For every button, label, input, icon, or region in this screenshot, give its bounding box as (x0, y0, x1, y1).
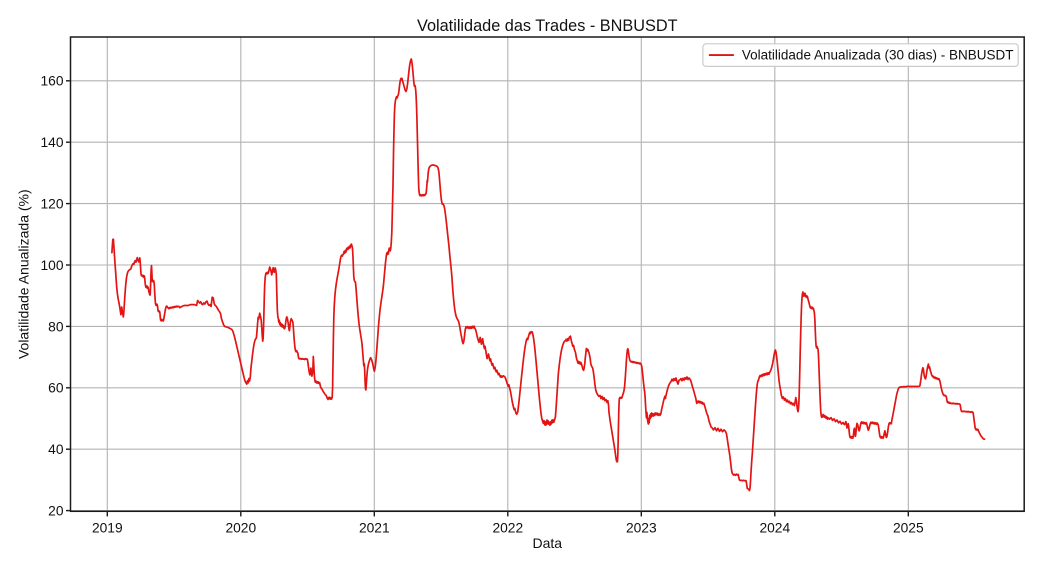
svg-text:2019: 2019 (92, 521, 123, 536)
svg-text:Data: Data (533, 535, 563, 551)
svg-text:120: 120 (40, 197, 63, 212)
svg-text:40: 40 (48, 442, 64, 457)
svg-text:80: 80 (48, 319, 64, 334)
svg-text:100: 100 (40, 258, 63, 273)
svg-text:2025: 2025 (893, 521, 924, 536)
svg-text:Volatilidade Anualizada (%): Volatilidade Anualizada (%) (16, 189, 32, 359)
svg-text:Volatilidade das Trades - BNBU: Volatilidade das Trades - BNBUSDT (417, 17, 678, 35)
svg-text:2020: 2020 (225, 521, 256, 536)
svg-text:160: 160 (40, 74, 63, 89)
svg-text:140: 140 (40, 135, 63, 150)
svg-text:20: 20 (48, 504, 64, 519)
svg-text:Volatilidade Anualizada (30 di: Volatilidade Anualizada (30 dias) - BNBU… (742, 48, 1014, 63)
svg-text:2022: 2022 (492, 521, 523, 536)
svg-text:2024: 2024 (759, 521, 790, 536)
svg-text:60: 60 (48, 381, 64, 396)
svg-text:2021: 2021 (359, 521, 390, 536)
svg-text:2023: 2023 (626, 521, 657, 536)
